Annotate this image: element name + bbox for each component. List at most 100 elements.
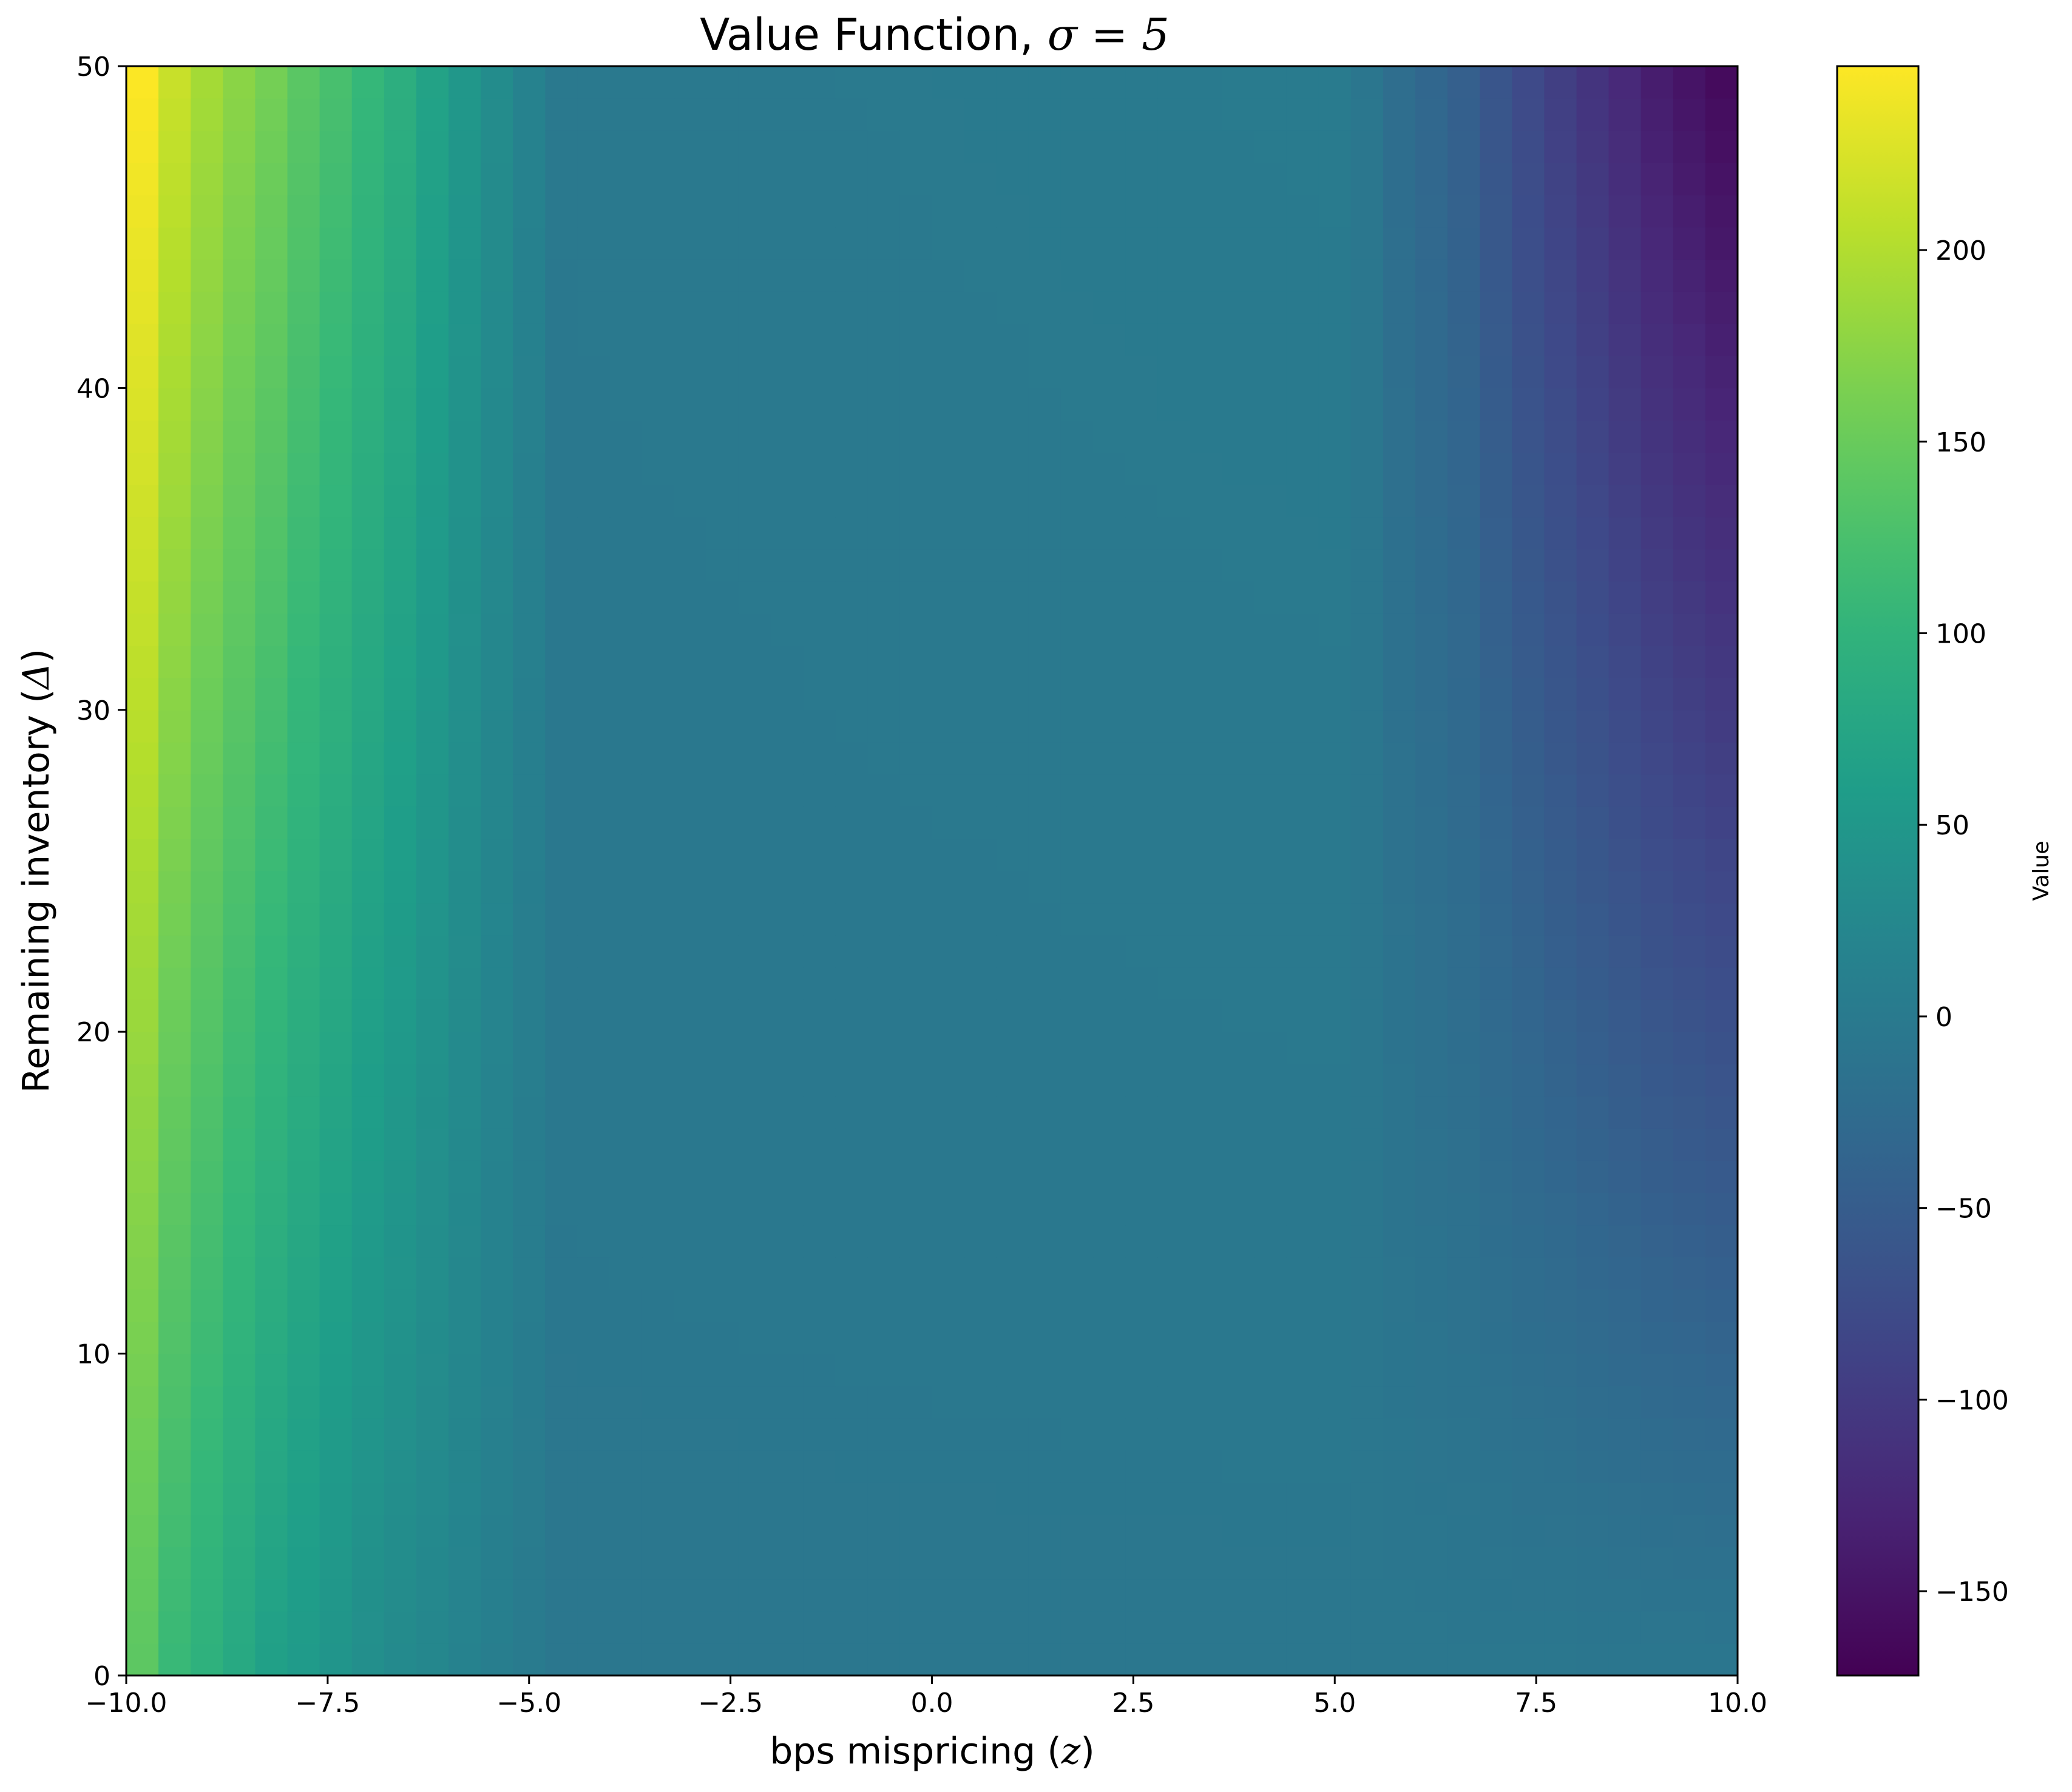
heatmap-cell (1318, 516, 1352, 550)
heatmap-cell (481, 420, 513, 453)
heatmap-cell (674, 1032, 707, 1064)
heatmap-cell (706, 1578, 739, 1612)
heatmap-cell (1673, 1289, 1706, 1322)
heatmap-cell (1093, 291, 1126, 324)
heatmap-cell (481, 516, 513, 550)
heatmap-cell (513, 323, 546, 356)
heatmap-cell (1028, 163, 1061, 195)
heatmap-cell (481, 323, 513, 356)
heatmap-cell (449, 1611, 481, 1644)
heatmap-cell (1640, 613, 1674, 646)
heatmap-cell (932, 1611, 965, 1644)
heatmap-cell (416, 645, 449, 678)
heatmap-cell (384, 163, 417, 195)
heatmap-cell (384, 774, 417, 807)
heatmap-cell (1383, 227, 1416, 260)
heatmap-cell (996, 195, 1029, 228)
heatmap-cell (384, 484, 417, 518)
heatmap-cell (255, 291, 288, 324)
heatmap-cell (1157, 1546, 1190, 1580)
heatmap-cell (255, 838, 288, 871)
heatmap-cell (1222, 1128, 1255, 1161)
heatmap-cell (1705, 1257, 1738, 1290)
heatmap-cell (287, 259, 320, 292)
heatmap-cell (1060, 774, 1094, 807)
heatmap-cell (1028, 1225, 1061, 1258)
heatmap-cell (1254, 66, 1287, 99)
heatmap-cell (803, 1450, 836, 1483)
heatmap-cell (319, 1611, 353, 1644)
heatmap-cell (384, 1192, 417, 1226)
heatmap-cell (1028, 774, 1061, 807)
heatmap-cell (996, 709, 1029, 743)
heatmap-cell (899, 66, 933, 99)
heatmap-cell (1576, 774, 1610, 807)
heatmap-cell (738, 1643, 771, 1676)
heatmap-cell (449, 645, 481, 678)
heatmap-cell (867, 1353, 900, 1387)
heatmap-cell (287, 581, 320, 614)
heatmap-cell (416, 1225, 449, 1258)
heatmap-cell (1028, 1289, 1061, 1322)
heatmap-cell (738, 742, 771, 775)
heatmap-cell (899, 774, 933, 807)
heatmap-cell (1190, 1385, 1222, 1419)
heatmap-cell (126, 806, 159, 839)
heatmap-cell (191, 1128, 223, 1161)
heatmap-cell (1608, 1611, 1642, 1644)
heatmap-cell (899, 98, 933, 131)
heatmap-cell (1576, 1257, 1610, 1290)
heatmap-cell (1190, 645, 1222, 678)
heatmap-cell (449, 613, 481, 646)
heatmap-cell (771, 516, 804, 550)
heatmap-cell (513, 1192, 546, 1226)
heatmap-cell (932, 613, 965, 646)
heatmap-cell (771, 484, 804, 518)
heatmap-cell (1512, 484, 1545, 518)
heatmap-cell (609, 1289, 643, 1322)
heatmap-cell (1254, 999, 1287, 1032)
heatmap-cell (158, 581, 191, 614)
heatmap-cell (1415, 1546, 1448, 1580)
heatmap-cell (384, 1321, 417, 1354)
heatmap-cell (223, 1353, 256, 1387)
heatmap-cell (223, 871, 256, 904)
heatmap-cell (1608, 549, 1642, 582)
heatmap-cell (384, 838, 417, 871)
heatmap-cell (481, 838, 513, 871)
heatmap-cell (319, 1643, 353, 1676)
heatmap-cell (996, 1546, 1029, 1580)
heatmap-cell (158, 742, 191, 775)
heatmap-cell (674, 1321, 707, 1354)
heatmap-cell (771, 806, 804, 839)
heatmap-cell (1286, 1096, 1319, 1129)
heatmap-cell (996, 1450, 1029, 1483)
heatmap-cell (319, 1064, 353, 1097)
heatmap-cell (1673, 484, 1706, 518)
heatmap-cell (609, 1064, 643, 1097)
heatmap-cell (1480, 163, 1512, 195)
heatmap-cell (1640, 323, 1674, 356)
heatmap-cell (1576, 1611, 1610, 1644)
heatmap-cell (191, 291, 223, 324)
heatmap-cell (1640, 227, 1674, 260)
heatmap-cell (642, 1578, 675, 1612)
heatmap-cell (609, 420, 643, 453)
heatmap-cell (1157, 935, 1190, 968)
heatmap-cell (255, 1225, 288, 1258)
heatmap-cell (1576, 1289, 1610, 1322)
heatmap-cell (1608, 484, 1642, 518)
heatmap-cell (674, 227, 707, 260)
heatmap-cell (158, 1032, 191, 1064)
heatmap-cell (964, 516, 997, 550)
heatmap-cell (1383, 999, 1416, 1032)
heatmap-cell (1190, 999, 1222, 1032)
heatmap-cell (384, 581, 417, 614)
heatmap-cell (899, 709, 933, 743)
heatmap-cell (1125, 1450, 1158, 1483)
heatmap-cell (223, 1450, 256, 1483)
heatmap-cell (1705, 452, 1738, 485)
heatmap-cell (996, 742, 1029, 775)
heatmap-cell (1447, 1546, 1480, 1580)
heatmap-cell (1318, 1321, 1352, 1354)
